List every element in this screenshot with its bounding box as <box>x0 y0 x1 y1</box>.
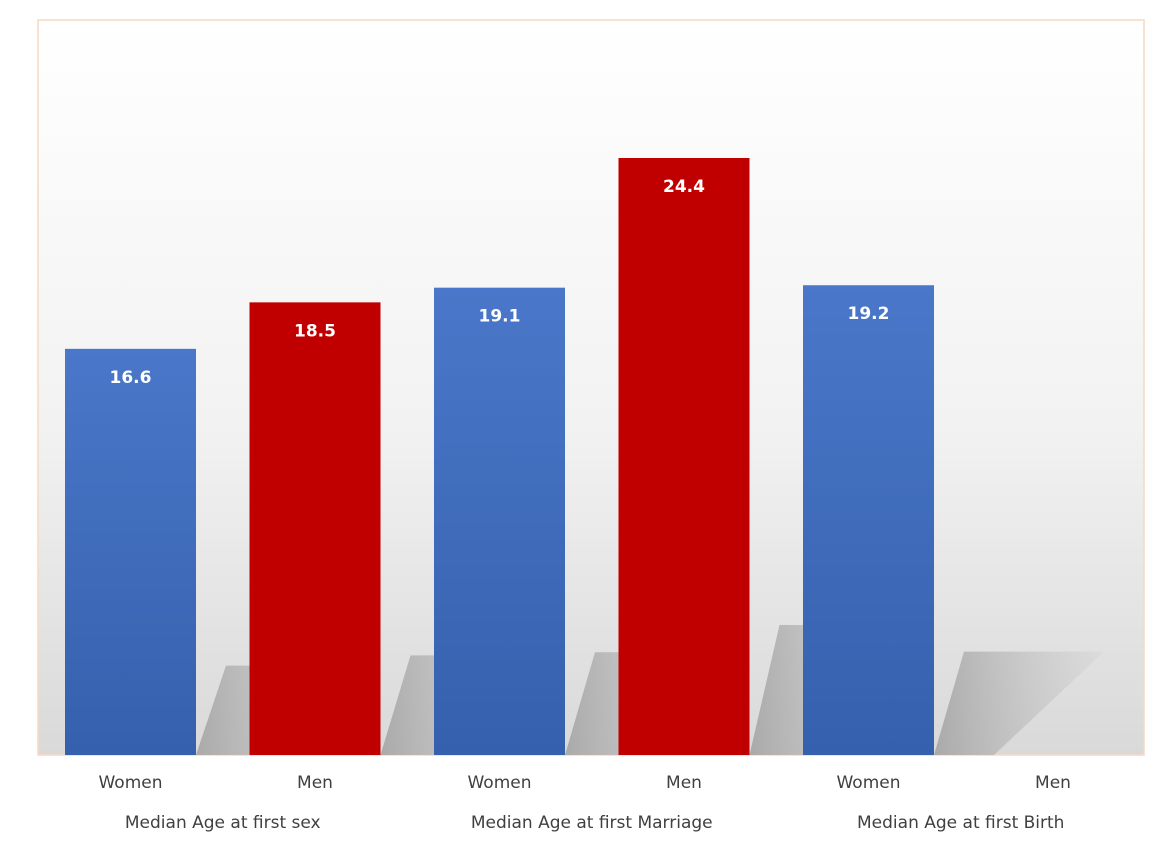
bar-shadow <box>934 651 1104 755</box>
plot-area <box>37 19 1145 756</box>
data-label: 19.2 <box>848 304 890 324</box>
category-label-men: Men <box>297 773 333 793</box>
category-label-women: Women <box>467 773 531 793</box>
group-labels-layer: Median Age at first sex Median Age at fir… <box>125 813 1065 833</box>
bar-median-age-at-first-birth-women <box>803 285 934 755</box>
category-label-men: Men <box>1035 773 1071 793</box>
group-label: Median Age at first sex <box>125 813 321 833</box>
group-label: Median Age at first Birth <box>857 813 1064 833</box>
bar-median-age-at-first-sex-men <box>249 302 381 755</box>
data-label: 24.4 <box>663 177 705 197</box>
category-labels-layer: Women Men Women Men Women Men <box>98 773 1070 793</box>
bar-median-age-at-first-marriage-women <box>434 287 565 755</box>
category-label-men: Men <box>666 773 702 793</box>
category-label-women: Women <box>98 773 162 793</box>
data-label: 19.1 <box>479 307 521 327</box>
data-label: 18.5 <box>294 321 336 341</box>
bars-layer <box>65 158 934 755</box>
category-label-women: Women <box>836 773 900 793</box>
data-labels-layer: 16.6 18.5 19.1 24.4 19.2 <box>110 177 890 388</box>
bar-median-age-at-first-marriage-men <box>618 158 750 755</box>
bar-median-age-at-first-sex-women <box>65 348 196 755</box>
data-label: 16.6 <box>110 368 152 388</box>
group-label: Median Age at first Marriage <box>471 813 713 833</box>
